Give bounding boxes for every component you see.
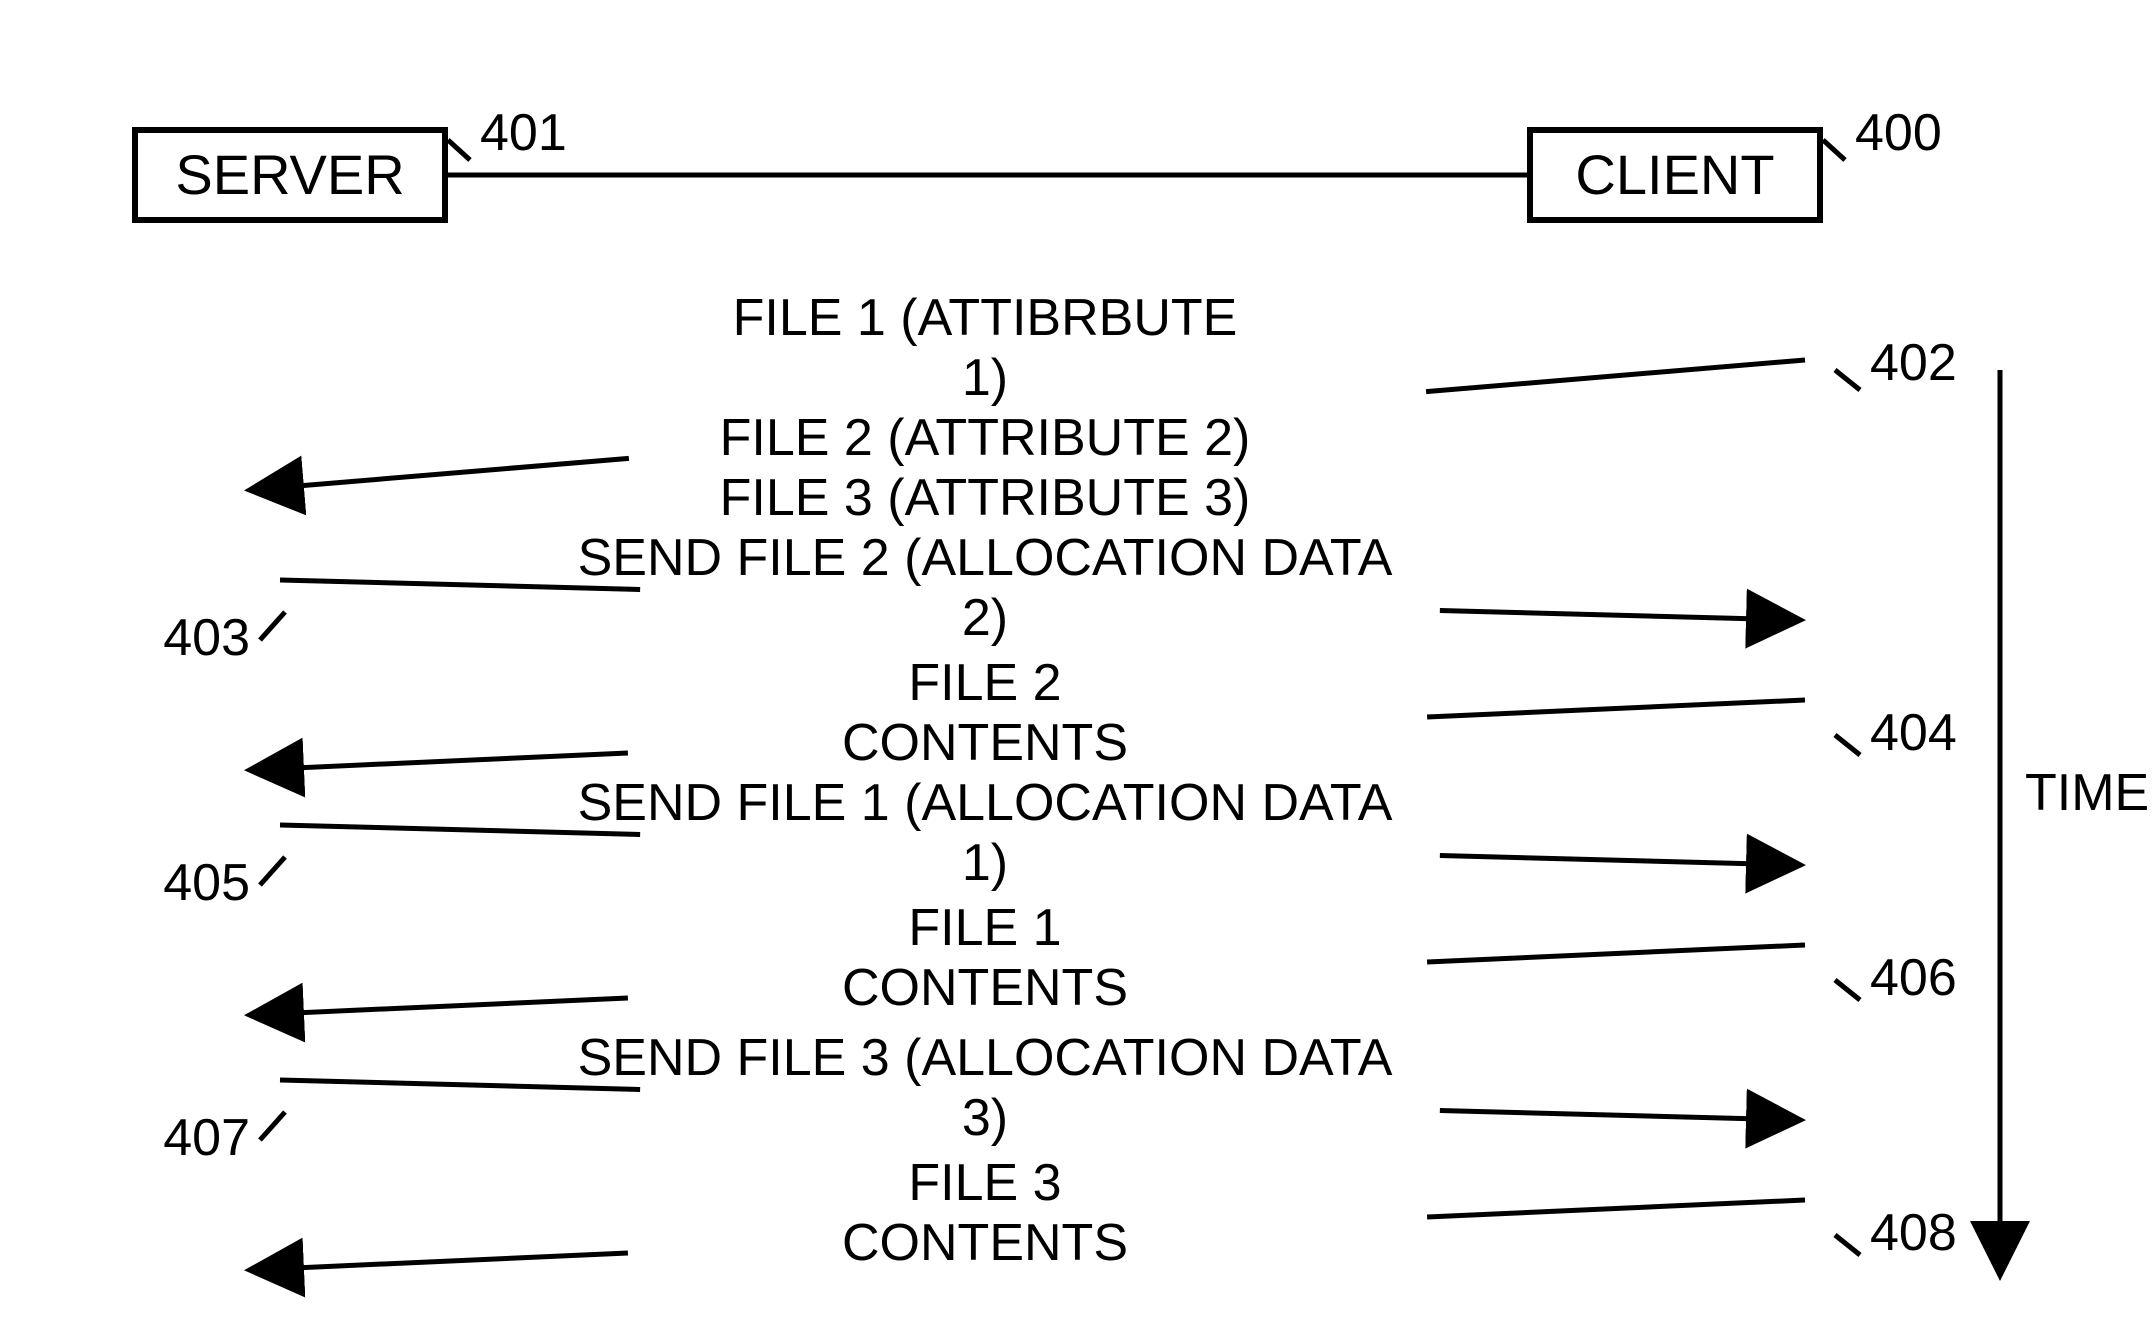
- message-text-line: FILE 2: [908, 654, 1061, 712]
- message-text-line: CONTENTS: [842, 1214, 1128, 1272]
- message-407: SEND FILE 3 (ALLOCATION DATA3) 407: [163, 1029, 1800, 1167]
- message-402: FILE 1 (ATTIBRBUTE1)FILE 2 (ATTRIBUTE 2)…: [250, 289, 1957, 527]
- message-arrow-seg2: [250, 458, 629, 490]
- message-arrow-seg2: [1440, 1111, 1800, 1120]
- message-text-line: FILE 2 (ATTRIBUTE 2): [720, 409, 1251, 467]
- message-text-line: 1): [962, 834, 1008, 892]
- message-406: FILE 1CONTENTS 406: [250, 899, 1957, 1017]
- message-403: SEND FILE 2 (ALLOCATION DATA2) 403: [163, 529, 1800, 667]
- client-ref-tick: [1823, 140, 1845, 160]
- message-404: FILE 2CONTENTS 404: [250, 654, 1957, 772]
- message-arrow-seg1: [1427, 1200, 1805, 1217]
- message-408: FILE 3CONTENTS 408: [250, 1154, 1957, 1272]
- message-ref-tick: [1835, 370, 1860, 390]
- time-axis: TIME: [2000, 370, 2149, 1275]
- message-arrow-seg1: [1427, 945, 1805, 962]
- message-405: SEND FILE 1 (ALLOCATION DATA1) 405: [163, 774, 1800, 912]
- message-text-line: FILE 1: [908, 899, 1061, 957]
- message-ref: 403: [163, 609, 250, 667]
- message-text-line: FILE 3 (ATTRIBUTE 3): [720, 469, 1251, 527]
- message-ref-tick: [1835, 735, 1860, 755]
- message-ref-tick: [260, 612, 285, 640]
- time-axis-label: TIME: [2025, 764, 2149, 822]
- server-node: SERVER 401: [135, 104, 567, 220]
- message-text-line: 2): [962, 589, 1008, 647]
- client-node: CLIENT 400: [1530, 104, 1942, 220]
- message-arrow-seg2: [250, 753, 628, 770]
- message-arrow-seg2: [250, 1253, 628, 1270]
- message-ref-tick: [260, 857, 285, 885]
- message-ref: 406: [1870, 949, 1957, 1007]
- message-text-line: SEND FILE 2 (ALLOCATION DATA: [578, 529, 1393, 587]
- message-ref-tick: [1835, 980, 1860, 1000]
- message-text-line: FILE 3: [908, 1154, 1061, 1212]
- message-ref: 405: [163, 854, 250, 912]
- server-label: SERVER: [175, 143, 404, 206]
- message-ref: 402: [1870, 334, 1957, 392]
- message-arrow-seg2: [250, 998, 628, 1015]
- message-ref: 404: [1870, 704, 1957, 762]
- message-text-line: SEND FILE 3 (ALLOCATION DATA: [578, 1029, 1393, 1087]
- message-arrow-seg1: [1427, 700, 1805, 717]
- message-text-line: CONTENTS: [842, 959, 1128, 1017]
- message-text-line: CONTENTS: [842, 714, 1128, 772]
- message-ref: 408: [1870, 1204, 1957, 1262]
- message-arrow-seg2: [1440, 856, 1800, 865]
- message-text-line: FILE 1 (ATTIBRBUTE: [733, 289, 1238, 347]
- client-label: CLIENT: [1575, 143, 1774, 206]
- message-text-line: 1): [962, 349, 1008, 407]
- server-ref: 401: [480, 104, 567, 162]
- messages-group: FILE 1 (ATTIBRBUTE1)FILE 2 (ATTRIBUTE 2)…: [163, 289, 1957, 1272]
- message-text-line: SEND FILE 1 (ALLOCATION DATA: [578, 774, 1393, 832]
- client-ref: 400: [1855, 104, 1942, 162]
- message-ref-tick: [260, 1112, 285, 1140]
- message-ref: 407: [163, 1109, 250, 1167]
- sequence-diagram: SERVER 401 CLIENT 400 FILE 1 (ATTIBRBUTE…: [0, 0, 2152, 1337]
- message-arrow-seg2: [1440, 611, 1800, 620]
- server-ref-tick: [448, 140, 470, 160]
- message-ref-tick: [1835, 1235, 1860, 1255]
- message-text-line: 3): [962, 1089, 1008, 1147]
- message-arrow-seg1: [1426, 360, 1805, 392]
